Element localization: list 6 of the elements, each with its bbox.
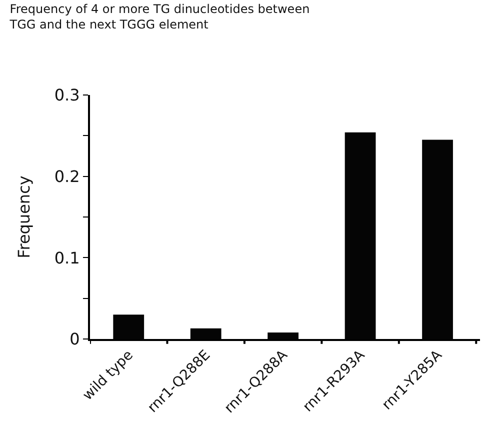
y-tick-label: 0.2: [54, 166, 80, 186]
y-tick-label: 0.3: [54, 86, 80, 105]
y-axis-title: Frequency: [14, 176, 34, 258]
y-tick-label: 0.1: [54, 248, 80, 268]
chart-title: Frequency of 4 or more TG dinucleotides between TGG and the next TGGG element: [8, 2, 310, 32]
y-tick-label: 0: [70, 330, 80, 349]
